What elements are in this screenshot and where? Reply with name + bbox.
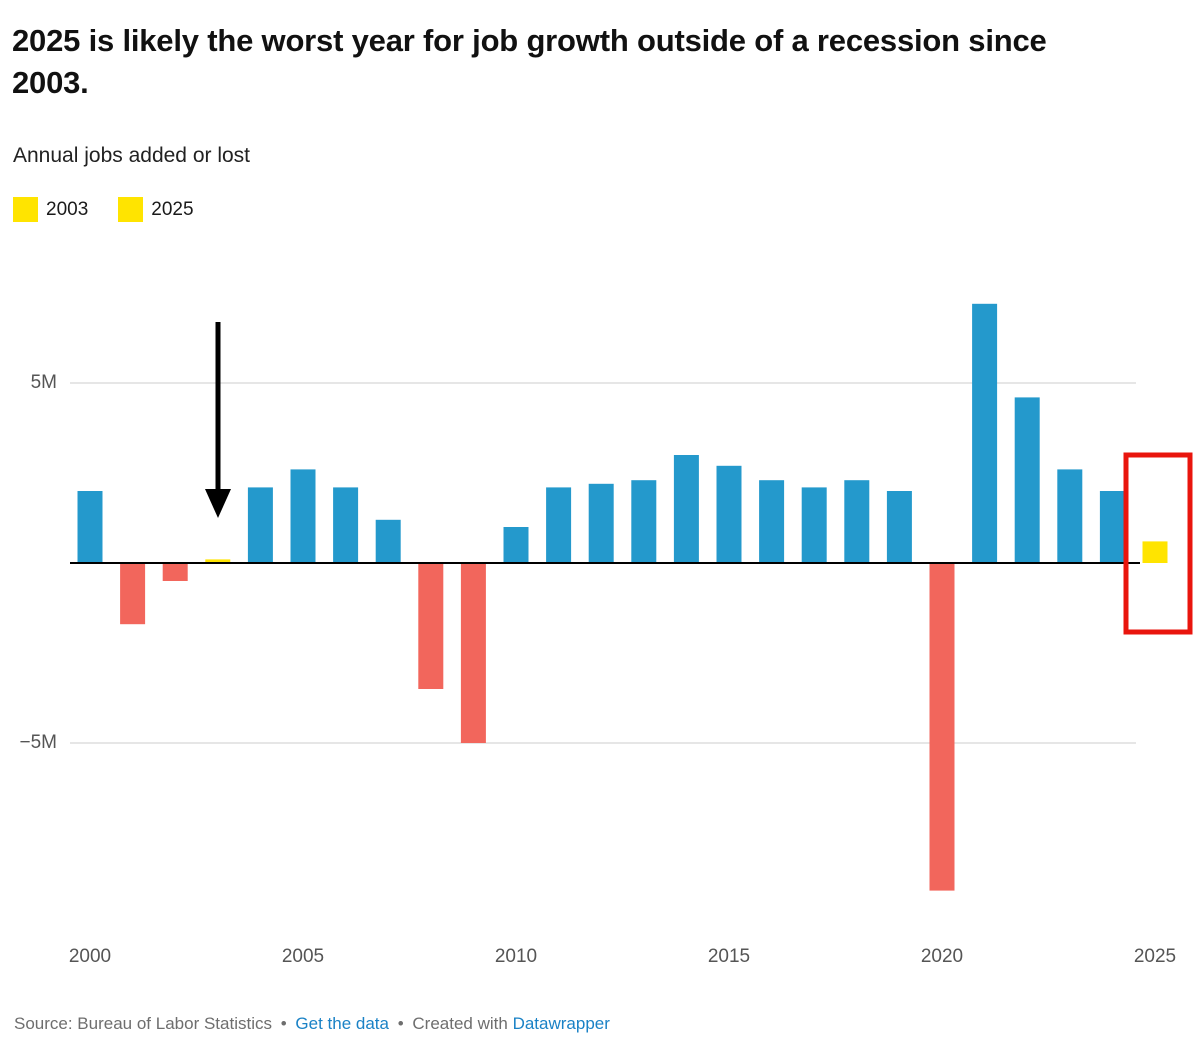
- bar-2005[interactable]: [290, 469, 316, 563]
- bar-2021[interactable]: [972, 303, 998, 563]
- bar-2019[interactable]: [886, 491, 912, 563]
- y-axis-tick-label: 5M: [31, 372, 57, 393]
- bar-2013[interactable]: [631, 480, 657, 563]
- footer-separator: •: [397, 1014, 404, 1033]
- annotations: [205, 322, 1193, 635]
- bar-2014[interactable]: [673, 455, 699, 563]
- bar-2023[interactable]: [1057, 469, 1083, 563]
- axis-labels: 5M −5M 2000 2005 2010 2015 2020 2025: [20, 372, 1177, 967]
- footer: Source: Bureau of Labor Statistics • Get…: [14, 1014, 610, 1034]
- x-axis-tick-label-2000: 2000: [69, 946, 111, 967]
- bar-2018[interactable]: [844, 480, 870, 563]
- bars: [77, 303, 1168, 891]
- chart-title: 2025 is likely the worst year for job gr…: [12, 23, 1047, 100]
- bar-2003[interactable]: [205, 559, 231, 563]
- created-with-text: Created with: [412, 1014, 508, 1033]
- legend-label-2025: 2025: [151, 198, 194, 220]
- x-axis-tick-label-2015: 2015: [708, 946, 750, 967]
- bar-chart: 5M −5M 2000 2005 2010 2015 2020 2025: [0, 240, 1200, 980]
- x-axis-tick-label-2005: 2005: [282, 946, 324, 967]
- chart-subtitle: Annual jobs added or lost: [13, 144, 250, 167]
- footer-separator: •: [280, 1014, 287, 1033]
- bar-2022[interactable]: [1014, 397, 1040, 563]
- x-axis-tick-label-2020: 2020: [921, 946, 963, 967]
- legend-label-2003: 2003: [46, 198, 89, 220]
- bar-2012[interactable]: [588, 483, 614, 563]
- bar-chart-svg: 5M −5M 2000 2005 2010 2015 2020 2025: [20, 303, 1193, 967]
- bar-2016[interactable]: [759, 480, 785, 563]
- bar-2001[interactable]: [120, 563, 146, 625]
- bar-2010[interactable]: [503, 527, 529, 563]
- x-axis-tick-label-2025: 2025: [1134, 946, 1176, 967]
- bar-2002[interactable]: [162, 563, 188, 581]
- datawrapper-link[interactable]: Datawrapper: [512, 1014, 610, 1033]
- legend-item-2003: 2003: [13, 197, 88, 222]
- bar-2017[interactable]: [801, 487, 827, 563]
- source-text: Source: Bureau of Labor Statistics: [14, 1014, 272, 1033]
- bar-2006[interactable]: [333, 487, 359, 563]
- gridlines: [70, 382, 1136, 744]
- bar-2025[interactable]: [1142, 541, 1168, 563]
- bar-2015[interactable]: [716, 465, 742, 563]
- x-axis-tick-label-2010: 2010: [495, 946, 537, 967]
- down-arrow-head: [205, 489, 231, 518]
- legend-swatch-2025: [118, 197, 144, 222]
- y-axis-tick-label: −5M: [20, 732, 58, 753]
- bar-2004[interactable]: [247, 487, 273, 563]
- highlight-box-2025: [1123, 452, 1193, 635]
- bar-2009[interactable]: [460, 563, 486, 743]
- bar-2000[interactable]: [77, 491, 103, 563]
- legend: 2003 2025: [13, 197, 194, 222]
- bar-2020[interactable]: [929, 563, 955, 891]
- bar-2008[interactable]: [418, 563, 444, 689]
- bar-2011[interactable]: [546, 487, 572, 563]
- bar-2007[interactable]: [375, 519, 401, 563]
- get-the-data-link[interactable]: Get the data: [295, 1014, 389, 1033]
- legend-swatch-2003: [13, 197, 38, 222]
- bar-2024[interactable]: [1099, 491, 1125, 563]
- legend-item-2025: 2025: [118, 197, 194, 222]
